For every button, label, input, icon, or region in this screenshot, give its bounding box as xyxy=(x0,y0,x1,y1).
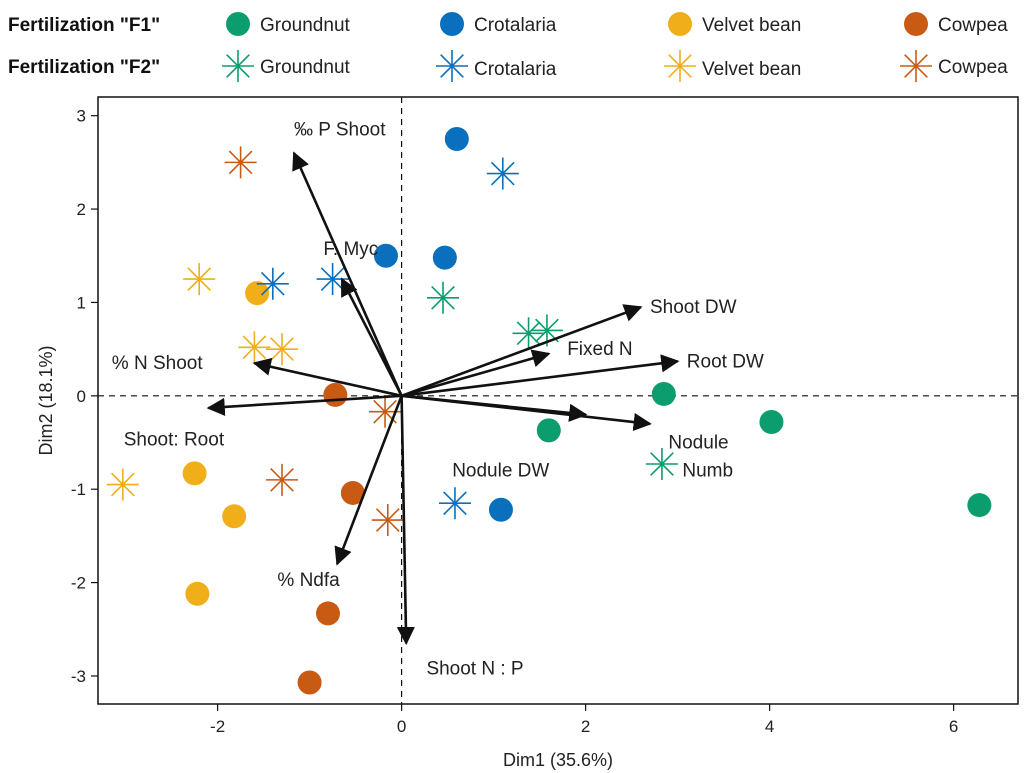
point-crotalaria-f1 xyxy=(432,245,457,270)
legend-marker-groundnut-f1 xyxy=(226,12,250,36)
point-cowpea-f2 xyxy=(224,146,257,179)
legend-marker-velvet-bean-f1 xyxy=(668,12,692,36)
vector-label-ndfa: % Ndfa xyxy=(277,570,340,591)
point-velvet-bean-f1 xyxy=(182,461,207,486)
point-cowpea-f1 xyxy=(323,382,348,407)
vector-label-nodule-dw: Nodule DW xyxy=(452,461,549,482)
point-cowpea-f2 xyxy=(371,504,404,537)
y-tick-label: 0 xyxy=(77,387,86,406)
vector-f-myc xyxy=(340,277,403,397)
vector-shoot-n-p xyxy=(396,395,415,646)
legend-title-2: Fertilization "F2" xyxy=(8,57,160,78)
y-tick-label: -2 xyxy=(71,574,86,593)
legend-marker-crotalaria-f1 xyxy=(440,12,464,36)
legend-label-groundnut: Groundnut xyxy=(260,15,351,36)
legend-label-velvet-bean: Velvet bean xyxy=(702,15,801,36)
point-crotalaria-f2 xyxy=(438,487,471,520)
point-cowpea-f1 xyxy=(297,670,322,695)
vector-fixed-n xyxy=(401,349,551,398)
point-crotalaria-f1 xyxy=(444,127,469,152)
vector-shoot-dw xyxy=(401,304,643,398)
vector-label-fixed-n: Fixed N xyxy=(567,339,632,360)
point-velvet-bean-f1 xyxy=(185,581,210,606)
point-velvet-bean-f2 xyxy=(106,468,139,501)
legend-marker-crotalaria-f2 xyxy=(436,50,468,82)
x-tick-label: -2 xyxy=(210,717,225,736)
point-groundnut-f2 xyxy=(645,448,678,481)
y-axis-title: Dim2 (18.1%) xyxy=(36,345,56,455)
reference-lines xyxy=(98,97,1018,704)
point-velvet-bean-f1 xyxy=(245,281,270,306)
point-groundnut-f2 xyxy=(427,281,459,314)
point-velvet-bean-f2 xyxy=(238,331,271,364)
point-crotalaria-f1 xyxy=(488,497,513,522)
vector-label-shoot-dw: Shoot DW xyxy=(650,297,737,318)
legend: Fertilization "F1" Groundnut Crotalaria Vel… xyxy=(8,12,1008,82)
plot-frame xyxy=(97,96,1019,705)
legend-label-velvet-bean: Velvet bean xyxy=(702,59,801,80)
vector-label-nodule-numb: Numb xyxy=(682,461,733,482)
point-crotalaria-f2 xyxy=(256,267,289,300)
y-tick-label: 3 xyxy=(77,107,86,126)
legend-marker-cowpea-f1 xyxy=(904,12,928,36)
legend-marker-cowpea-f2 xyxy=(900,50,932,82)
point-velvet-bean-f2 xyxy=(183,263,216,296)
vector-root-dw xyxy=(401,354,680,398)
point-velvet-bean-f1 xyxy=(222,504,247,529)
point-cowpea-f1 xyxy=(316,601,340,626)
legend-title-1: Fertilization "F1" xyxy=(8,15,160,36)
point-crotalaria-f1 xyxy=(373,243,398,268)
vector-label-p-shoot: ‰ P Shoot xyxy=(294,120,386,141)
legend-marker-groundnut-f2 xyxy=(222,50,254,82)
y-tick-label: 1 xyxy=(77,293,86,312)
x-tick-label: 4 xyxy=(765,717,774,736)
vector-n-shoot xyxy=(252,357,402,398)
vector-label-shoot-root: Shoot: Root xyxy=(124,430,225,451)
legend-label-cowpea: Cowpea xyxy=(938,57,1008,78)
y-tick-label: -1 xyxy=(71,480,86,499)
vector-shoot-root xyxy=(206,394,402,417)
x-tick-label: 6 xyxy=(949,717,958,736)
legend-label-crotalaria: Crotalaria xyxy=(474,59,557,80)
point-velvet-bean-f2 xyxy=(266,333,298,366)
legend-label-cowpea: Cowpea xyxy=(938,15,1008,36)
point-groundnut-f1 xyxy=(536,418,561,443)
vector-label-n-shoot: % N Shoot xyxy=(112,353,204,374)
y-tick-label: 2 xyxy=(77,200,86,219)
x-axis-title: Dim1 (35.6%) xyxy=(503,750,613,770)
point-groundnut-f1 xyxy=(967,493,992,518)
x-tick-label: 0 xyxy=(397,717,406,736)
point-crotalaria-f2 xyxy=(486,157,519,190)
point-cowpea-f1 xyxy=(340,480,365,505)
vector-label-f-myc: F. Myc xyxy=(323,239,378,260)
axis-ticks: -2 0 2 4 6 -3 -2 -1 0 1 2 3 xyxy=(71,107,958,736)
y-tick-label: -3 xyxy=(71,667,86,686)
vector-nodule-numb xyxy=(401,394,652,432)
vector-label-nodule-numb: Nodule xyxy=(668,433,728,454)
x-tick-label: 2 xyxy=(581,717,590,736)
vector-label-shoot-n-p: Shoot N : P xyxy=(426,659,523,680)
data-points xyxy=(106,127,992,695)
loading-vectors: ‰ P Shoot F. Myc % N Shoot Shoot: Root % Ndf… xyxy=(112,120,764,680)
legend-label-groundnut: Groundnut xyxy=(260,57,351,78)
legend-marker-velvet-bean-f2 xyxy=(664,50,696,82)
vector-ndfa xyxy=(334,395,403,566)
vector-p-shoot xyxy=(292,151,403,397)
vector-label-root-dw: Root DW xyxy=(687,351,764,372)
point-cowpea-f2 xyxy=(266,463,298,496)
legend-label-crotalaria: Crotalaria xyxy=(474,15,557,36)
point-groundnut-f1 xyxy=(759,409,784,434)
point-groundnut-f1 xyxy=(651,381,676,406)
